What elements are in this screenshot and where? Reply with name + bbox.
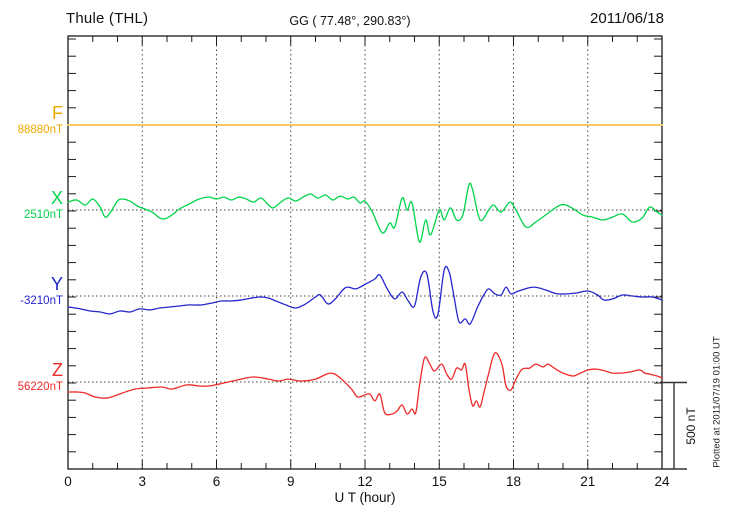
x-axis-tick-label: 21 <box>580 474 596 489</box>
x-axis-tick-label: 3 <box>138 474 147 489</box>
series-line-Y <box>67 265 663 325</box>
x-axis-title: U T (hour) <box>334 490 396 505</box>
channel-baseline-Z: 56220nT <box>17 381 63 393</box>
channel-letter-F: F <box>52 103 63 123</box>
x-axis-tick-label: 15 <box>431 474 447 489</box>
channel-letter-Y: Y <box>50 274 63 294</box>
x-axis-tick-label: 6 <box>212 474 221 489</box>
channel-baseline-Y: -3210nT <box>20 295 63 307</box>
x-axis-tick-label: 18 <box>505 474 522 489</box>
channel-baseline-X: 2510nT <box>23 209 63 221</box>
scale-bar-label: 500 nT <box>684 407 698 445</box>
station-title: Thule (THL) <box>66 10 149 27</box>
plotted-at-note: Plotted at 2011/07/19 01:00 UT <box>711 336 723 468</box>
channel-label-Z: Z 56220nT <box>0 360 63 394</box>
channel-label-Y: Y -3210nT <box>0 274 63 308</box>
channel-baseline-F: 88880nT <box>17 124 63 136</box>
geographic-coordinates: GG ( 77.48°, 290.83°) <box>289 14 411 28</box>
channel-label-F: F 88880nT <box>0 103 63 137</box>
x-axis-tick-label: 12 <box>357 474 373 489</box>
channel-letter-Z: Z <box>52 360 63 380</box>
x-axis-tick-label: 9 <box>286 474 295 489</box>
x-axis-tick-label: 0 <box>64 474 72 489</box>
x-axis-tick-label: 24 <box>654 474 670 489</box>
series-line-X <box>67 182 663 243</box>
series-line-Z <box>67 352 663 416</box>
channel-label-X: X 2510nT <box>0 188 63 222</box>
plot-date: 2011/06/18 <box>590 10 664 27</box>
channel-letter-X: X <box>50 188 63 208</box>
